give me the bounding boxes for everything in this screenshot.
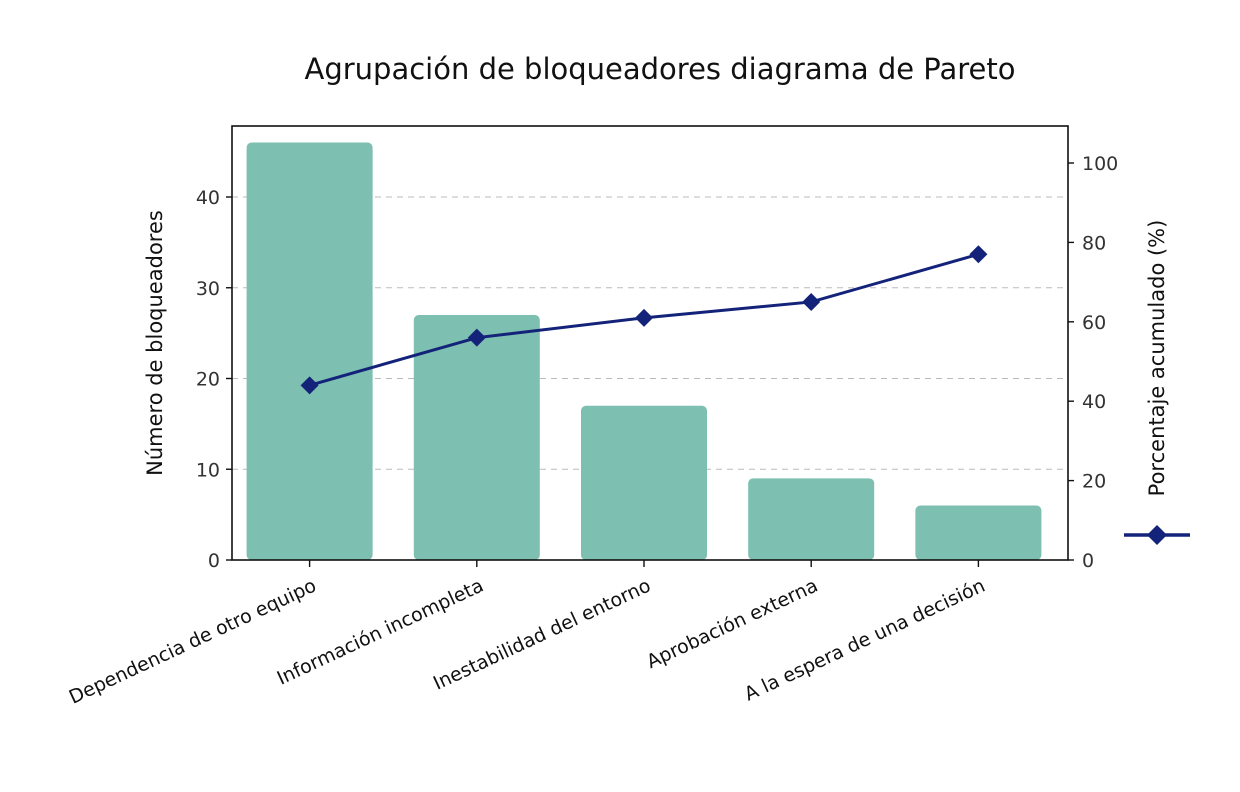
bar	[915, 505, 1042, 560]
y-right-tick-label: 0	[1082, 550, 1094, 572]
chart-title: Agrupación de bloqueadores diagrama de P…	[304, 52, 1016, 86]
y-right-tick-label: 60	[1082, 312, 1106, 334]
y-tick-label: 40	[196, 187, 220, 209]
x-category-label: Aprobación externa	[643, 575, 821, 674]
bar	[748, 478, 875, 560]
y-right-tick-label: 80	[1082, 232, 1106, 254]
y-tick-label: 20	[196, 369, 220, 391]
y-axis-label: Número de bloqueadores	[143, 210, 167, 476]
diamond-marker	[802, 292, 821, 311]
y-right-tick-label: 20	[1082, 471, 1106, 493]
bar	[413, 314, 540, 560]
diamond-marker	[635, 308, 653, 327]
y-tick-label: 30	[196, 278, 220, 300]
legend-diamond-icon	[1147, 525, 1167, 545]
bar	[246, 142, 373, 561]
y-tick-label: 0	[208, 550, 220, 572]
diamond-marker	[300, 376, 319, 395]
bar	[581, 405, 707, 560]
y-right-tick-label: 40	[1082, 391, 1106, 413]
y-tick-label: 10	[196, 459, 220, 481]
y-right-axis-label: Porcentaje acumulado (%)	[1145, 220, 1169, 497]
plot-frame	[231, 125, 1069, 561]
diamond-marker	[969, 245, 988, 264]
y-right-tick-label: 100	[1082, 153, 1118, 175]
diamond-marker	[467, 328, 486, 347]
